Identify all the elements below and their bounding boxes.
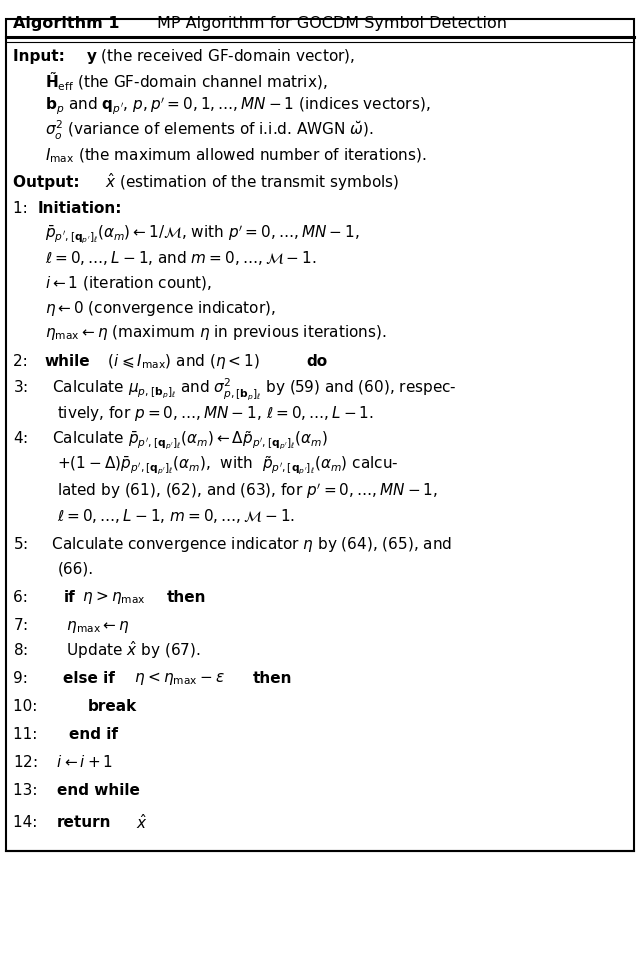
Text: do: do: [307, 354, 328, 369]
Text: Algorithm 1: Algorithm 1: [13, 16, 125, 31]
Text: $\hat{x}$: $\hat{x}$: [127, 813, 148, 832]
Text: 12:    $i \leftarrow i+1$: 12: $i \leftarrow i+1$: [13, 754, 113, 771]
Text: else if: else if: [63, 671, 115, 686]
Text: $\sigma_o^2$ (variance of elements of i.i.d. AWGN $\breve{\omega}$).: $\sigma_o^2$ (variance of elements of i.…: [45, 119, 374, 142]
Text: $\bar{p}_{p',[\mathbf{q}_{p'}]_\ell}(\alpha_m) \leftarrow 1/\mathcal{M}$, with $: $\bar{p}_{p',[\mathbf{q}_{p'}]_\ell}(\al…: [45, 223, 360, 244]
Text: $\eta > \eta_{\mathrm{max}}$: $\eta > \eta_{\mathrm{max}}$: [78, 589, 147, 606]
Text: $\eta < \eta_{\mathrm{max}} - \epsilon$: $\eta < \eta_{\mathrm{max}} - \epsilon$: [130, 669, 225, 687]
Text: MP Algorithm for GOCDM Symbol Detection: MP Algorithm for GOCDM Symbol Detection: [157, 16, 507, 31]
Text: break: break: [88, 698, 137, 713]
Text: end if: end if: [69, 727, 118, 742]
Text: $\ell = 0,\ldots,L-1$, $m = 0,\ldots,\mathcal{M}-1$.: $\ell = 0,\ldots,L-1$, $m = 0,\ldots,\ma…: [58, 506, 296, 524]
Text: lated by (61), (62), and (63), for $p' = 0,\ldots,MN-1$,: lated by (61), (62), and (63), for $p' =…: [58, 481, 438, 500]
Text: $(i \leqslant I_{\mathrm{max}})$ and $(\eta < 1)$: $(i \leqslant I_{\mathrm{max}})$ and $(\…: [103, 351, 261, 371]
FancyBboxPatch shape: [6, 18, 634, 851]
Text: 1:: 1:: [13, 202, 33, 217]
Text: while: while: [44, 354, 90, 369]
Text: $\tilde{\mathbf{H}}_{\mathrm{eff}}$ (the GF-domain channel matrix),: $\tilde{\mathbf{H}}_{\mathrm{eff}}$ (the…: [45, 71, 327, 93]
Text: end while: end while: [57, 783, 140, 798]
Text: $I_{\mathrm{max}}$ (the maximum allowed number of iterations).: $I_{\mathrm{max}}$ (the maximum allowed …: [45, 146, 426, 165]
Text: 14:: 14:: [13, 815, 47, 830]
Text: $\eta_{\mathrm{max}} \leftarrow \eta$ (maximum $\eta$ in previous iterations).: $\eta_{\mathrm{max}} \leftarrow \eta$ (m…: [45, 323, 386, 342]
Text: tively, for $p = 0,\ldots,MN-1$, $\ell = 0,\ldots,L-1$.: tively, for $p = 0,\ldots,MN-1$, $\ell =…: [58, 404, 374, 423]
Text: Initiation:: Initiation:: [38, 202, 123, 217]
Text: return: return: [57, 815, 111, 830]
Text: if: if: [63, 590, 75, 605]
Text: 13:: 13:: [13, 783, 47, 798]
Text: $\mathbf{b}_p$ and $\mathbf{q}_{p'}$, $p,p' = 0,1,\ldots,MN-1$ (indices vectors): $\mathbf{b}_p$ and $\mathbf{q}_{p'}$, $p…: [45, 96, 430, 117]
Text: $i \leftarrow 1$ (iteration count),: $i \leftarrow 1$ (iteration count),: [45, 274, 212, 292]
Text: 11:: 11:: [13, 727, 57, 742]
Text: $\eta \leftarrow 0$ (convergence indicator),: $\eta \leftarrow 0$ (convergence indicat…: [45, 299, 275, 317]
Text: $\ell = 0,\ldots,L-1$, and $m = 0,\ldots,\mathcal{M}-1$.: $\ell = 0,\ldots,L-1$, and $m = 0,\ldots…: [45, 249, 316, 267]
Text: (66).: (66).: [58, 562, 93, 577]
Text: 4:     Calculate $\bar{p}_{p',[\mathbf{q}_{p'}]_\ell}(\alpha_m) \leftarrow \Delt: 4: Calculate $\bar{p}_{p',[\mathbf{q}_{p…: [13, 431, 328, 453]
Text: $+(1-\Delta)\bar{p}_{p',[\mathbf{q}_{p'}]_\ell}(\alpha_m)$,  with  $\tilde{p}_{p: $+(1-\Delta)\bar{p}_{p',[\mathbf{q}_{p'}…: [58, 455, 399, 478]
Text: 2:: 2:: [13, 354, 37, 369]
Text: $\mathbf{y}$ (the received GF-domain vector),: $\mathbf{y}$ (the received GF-domain vec…: [86, 47, 355, 66]
Text: then: then: [166, 590, 206, 605]
Text: 6:: 6:: [13, 590, 52, 605]
Text: then: then: [253, 671, 292, 686]
Text: 8:        Update $\hat{x}$ by (67).: 8: Update $\hat{x}$ by (67).: [13, 639, 200, 661]
Text: 10:: 10:: [13, 698, 71, 713]
Text: 9:: 9:: [13, 671, 52, 686]
Text: Input:: Input:: [13, 49, 70, 64]
Text: Output:: Output:: [13, 175, 84, 190]
Text: 7:        $\eta_{\mathrm{max}} \leftarrow \eta$: 7: $\eta_{\mathrm{max}} \leftarrow \eta$: [13, 616, 130, 634]
Text: $\hat{x}$ (estimation of the transmit symbols): $\hat{x}$ (estimation of the transmit sy…: [105, 171, 399, 193]
Text: 3:     Calculate $\mu_{p,[\mathbf{b}_p]_\ell}$ and $\sigma^2_{p,[\mathbf{b}_p]_\: 3: Calculate $\mu_{p,[\mathbf{b}_p]_\ell…: [13, 376, 456, 402]
Text: 5:     Calculate convergence indicator $\eta$ by (64), (65), and: 5: Calculate convergence indicator $\eta…: [13, 535, 452, 554]
